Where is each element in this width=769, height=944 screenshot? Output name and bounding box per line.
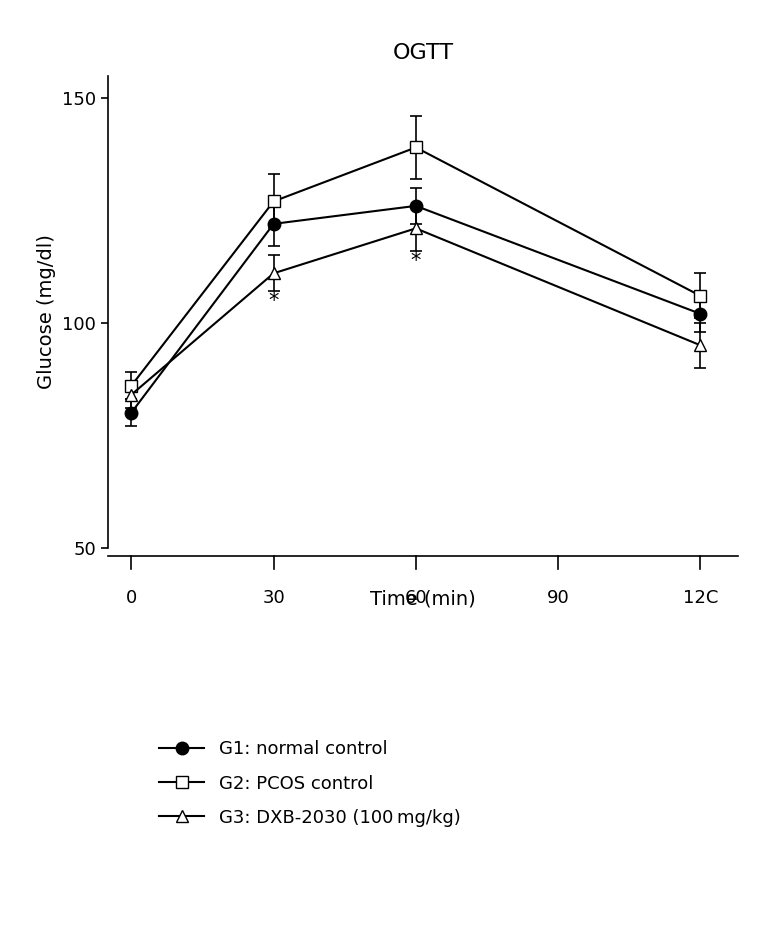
Text: 90: 90 [547,589,570,607]
Text: Time (min): Time (min) [370,590,476,609]
Text: *: * [411,251,421,271]
Y-axis label: Glucose (mg/dl): Glucose (mg/dl) [37,234,56,389]
Legend: G1: normal control, G2: PCOS control, G3: DXB-2030 (100 mg/kg): G1: normal control, G2: PCOS control, G3… [151,733,468,834]
Text: 12C: 12C [683,589,718,607]
Text: 0: 0 [126,589,137,607]
Title: OGTT: OGTT [392,42,454,63]
Text: *: * [268,292,279,312]
Text: 60: 60 [404,589,427,607]
Text: 30: 30 [262,589,285,607]
